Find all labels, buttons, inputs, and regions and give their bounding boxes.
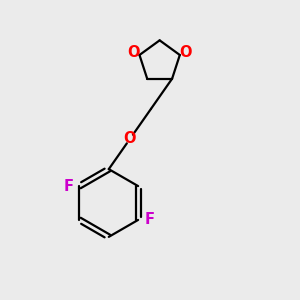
Text: F: F bbox=[144, 212, 154, 227]
Text: F: F bbox=[63, 178, 73, 194]
Text: O: O bbox=[124, 131, 136, 146]
Text: O: O bbox=[127, 46, 140, 61]
Text: O: O bbox=[180, 46, 192, 61]
